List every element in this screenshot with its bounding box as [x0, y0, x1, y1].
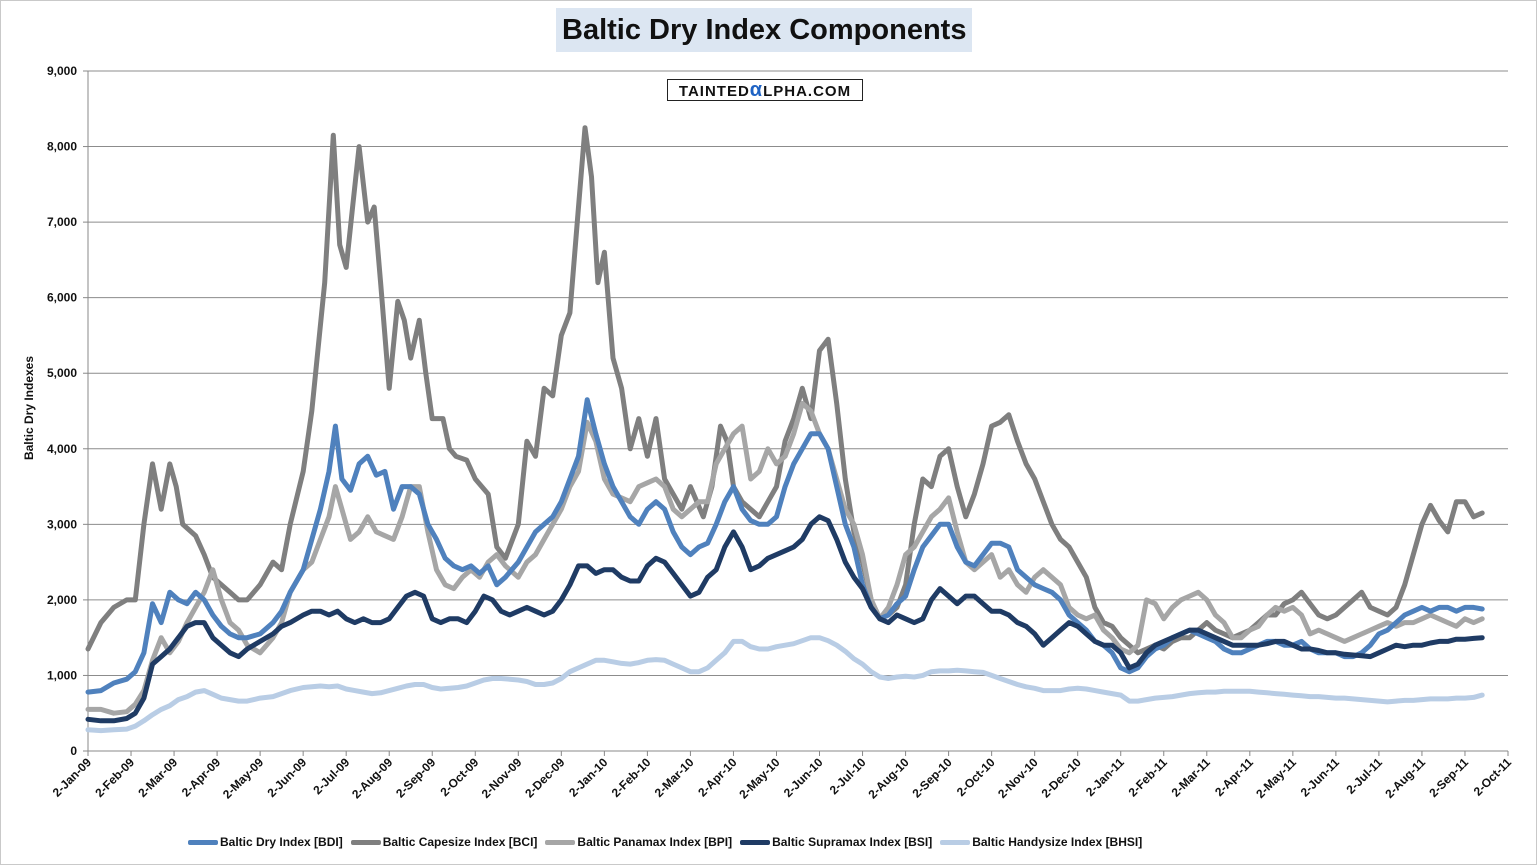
- x-tick-label: 2-Oct-10: [954, 755, 998, 799]
- y-tick-label: 3,000: [47, 517, 77, 531]
- watermark-prefix: Tainted: [678, 83, 750, 100]
- x-tick-label: 2-Sep-09: [393, 755, 439, 801]
- x-tick-label: 2-Mar-11: [1169, 755, 1214, 800]
- x-tick-label: 2-Dec-10: [1039, 755, 1085, 801]
- x-tick-label: 2-Jun-10: [781, 755, 826, 800]
- x-tick-label: 2-Sep-10: [909, 755, 955, 801]
- x-tick-label: 2-Sep-11: [1426, 755, 1471, 800]
- y-tick-label: 6,000: [47, 291, 77, 305]
- legend-item: Baltic Dry Index [BDI]: [188, 833, 343, 851]
- x-tick-label: 2-May-10: [736, 755, 782, 801]
- legend-label: Baltic Panamax Index [BPI]: [577, 835, 733, 849]
- x-tick-label: 2-Jul-10: [827, 755, 869, 797]
- legend-item: Baltic Panamax Index [BPI]: [545, 833, 732, 851]
- x-tick-label: 2-Jul-11: [1344, 755, 1386, 797]
- x-tick-label: 2-Jul-09: [310, 755, 352, 797]
- y-tick-label: 8,000: [47, 140, 77, 154]
- x-tick-label: 2-Jan-09: [50, 755, 95, 800]
- y-tick-label: 0: [70, 744, 77, 758]
- x-tick-label: 2-Feb-11: [1126, 755, 1171, 800]
- y-tick-labels: 0 1,000 2,000 3,000 4,000 5,000 6,000 7,000 8,00…: [47, 64, 77, 758]
- series-line-baltic-supramax-index-bsi: [85, 514, 1485, 724]
- x-tick-label: 2-Dec-09: [522, 755, 568, 801]
- x-tick-label: 2-Jan-10: [566, 755, 611, 800]
- x-tick-label: 2-Aug-10: [865, 755, 911, 801]
- y-tick-label: 5,000: [47, 366, 77, 380]
- x-tick-label: 2-Jun-09: [264, 755, 309, 800]
- y-tick-label: 7,000: [47, 215, 77, 229]
- legend-label: Baltic Handysize Index [BHSI]: [972, 835, 1143, 849]
- y-tick-label: 2,000: [47, 593, 77, 607]
- legend: Baltic Dry Index [BDI] Baltic Capesize In…: [188, 833, 1148, 851]
- legend-item: Baltic Supramax Index [BSI]: [740, 833, 932, 851]
- legend-item: Baltic Handysize Index [BHSI]: [940, 833, 1142, 851]
- x-tick-label: 2-Feb-09: [92, 755, 137, 800]
- legend-item: Baltic Capesize Index [BCI]: [350, 833, 538, 851]
- legend-swatch: [940, 839, 971, 845]
- x-tick-label: 2-Nov-10: [995, 755, 1041, 801]
- legend-swatch: [740, 839, 771, 845]
- series-line-baltic-panamax-index-bpi: [85, 400, 1485, 716]
- x-tick-label: 2-Apr-10: [695, 755, 740, 800]
- x-tick-label: 2-May-09: [220, 755, 266, 801]
- legend-swatch: [350, 839, 381, 845]
- x-tick-label: 2-Mar-09: [135, 755, 180, 800]
- x-tick-label: 2-Nov-09: [479, 755, 525, 801]
- y-tick-label: 1,000: [47, 668, 77, 682]
- watermark-alpha: α: [749, 79, 764, 101]
- y-tick-label: 4,000: [47, 442, 77, 456]
- x-tick-label: 2-Feb-10: [609, 755, 654, 800]
- x-tick-label: 2-Oct-09: [438, 755, 482, 799]
- series-lines: [85, 125, 1485, 734]
- x-tick-label: 2-Jan-11: [1083, 755, 1127, 799]
- series-line-baltic-handysize-index-bhsi: [85, 635, 1485, 734]
- legend-label: Baltic Capesize Index [BCI]: [382, 835, 538, 849]
- legend-label: Baltic Dry Index [BDI]: [220, 835, 343, 849]
- x-tick-label: 2-Aug-11: [1382, 755, 1428, 801]
- watermark-logo: Taintedαlpha.com: [667, 79, 863, 101]
- y-tick-label: 9,000: [47, 64, 77, 78]
- x-tick-label: 2-Aug-09: [349, 755, 395, 801]
- x-tick-label: 2-May-11: [1253, 755, 1299, 801]
- legend-swatch: [545, 839, 576, 845]
- legend-label: Baltic Supramax Index [BSI]: [772, 835, 933, 849]
- series-line-baltic-capesize-index-bci: [85, 125, 1485, 656]
- legend-swatch: [188, 839, 218, 845]
- chart-title: Baltic Dry Index Components: [556, 8, 973, 52]
- x-tick-label: 2-Apr-11: [1212, 755, 1256, 799]
- x-tick-label: 2-Oct-11: [1471, 755, 1515, 799]
- x-tick-label: 2-Apr-09: [179, 755, 224, 800]
- x-tick-labels: 2-Jan-092-Feb-092-Mar-092-Apr-092-May-09…: [50, 755, 1515, 801]
- watermark-suffix: lpha.com: [763, 83, 852, 100]
- x-tick-label: 2-Jun-11: [1298, 755, 1343, 800]
- x-tick-label: 2-Mar-10: [652, 755, 697, 800]
